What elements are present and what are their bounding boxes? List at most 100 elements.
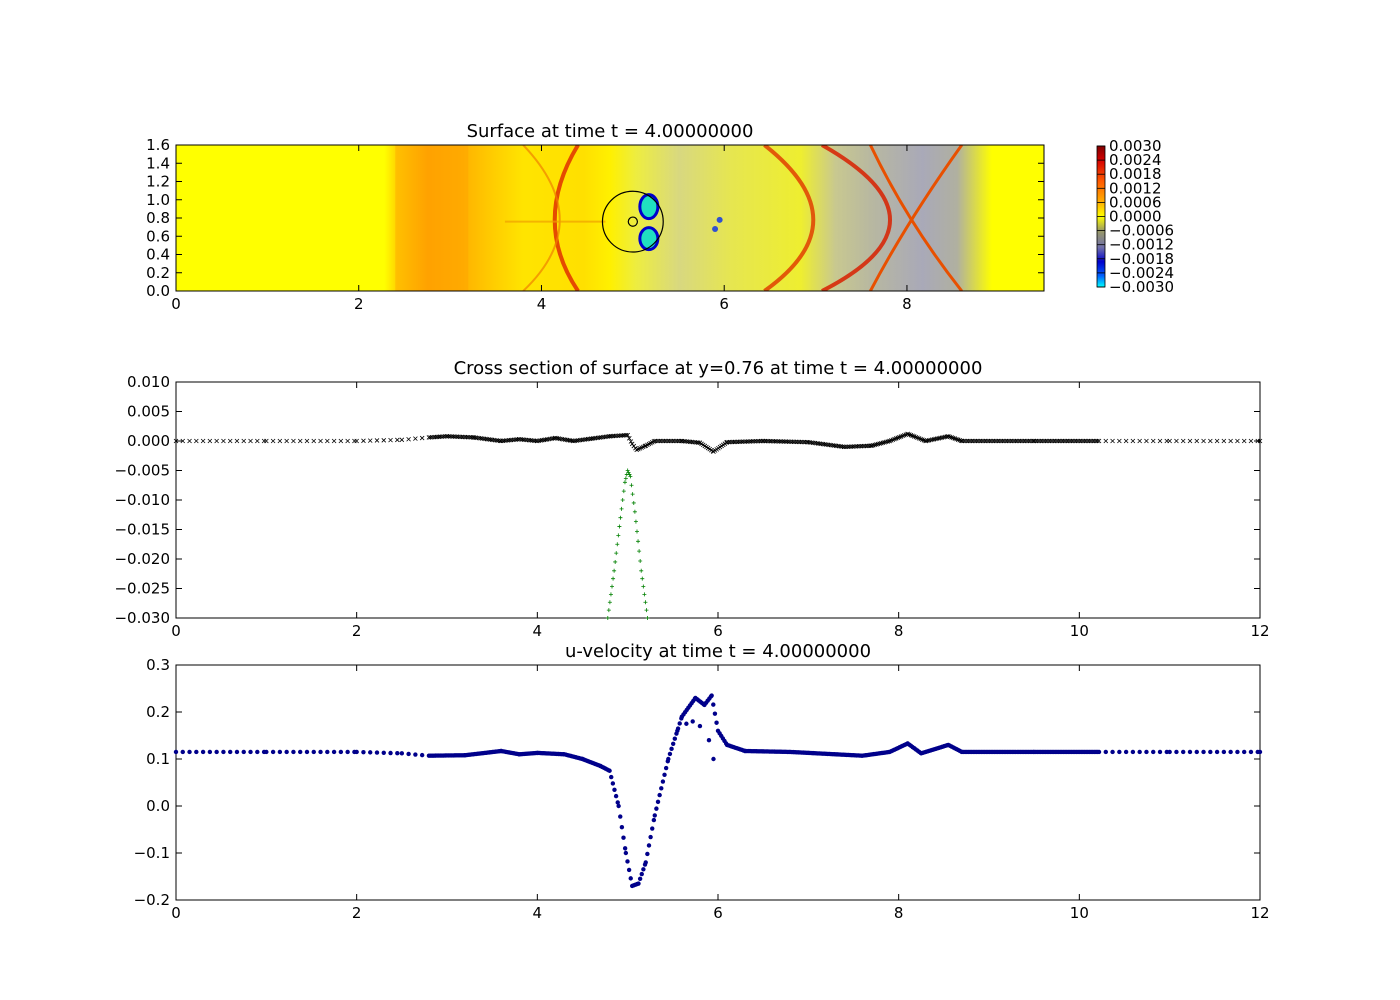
surface-x-point <box>969 438 974 444</box>
u-velocity-point <box>1228 749 1233 755</box>
surface-x-point <box>227 438 233 444</box>
u-velocity-point <box>354 749 359 755</box>
heatmap-y-tick-label: 0.4 <box>146 246 170 264</box>
surface-x-point <box>1062 438 1068 444</box>
u-velocity-point <box>1123 749 1129 755</box>
bottom-plus-point <box>615 542 620 547</box>
surface-x-point <box>997 438 1002 444</box>
surface-x-point <box>1221 438 1227 444</box>
heatmap-y-tick-label: 0.2 <box>146 264 170 282</box>
cross-section-x-tick-label: 12 <box>1250 622 1269 640</box>
surface-x-point <box>625 432 630 438</box>
surface-x-point <box>977 438 983 444</box>
cross-section-x-tick-label: 2 <box>352 622 362 640</box>
bottom-plus-point <box>636 539 641 544</box>
colorbar-tick-label: −0.0012 <box>1109 236 1174 254</box>
surface-x-point <box>1003 438 1009 444</box>
u-velocity-point <box>1221 749 1227 755</box>
bottom-plus-point <box>613 559 618 564</box>
surface-x-point <box>1018 438 1023 444</box>
surface-x-point <box>1054 438 1060 444</box>
surface-x-point <box>695 440 701 445</box>
bottom-plus-point <box>626 470 631 475</box>
surface-x-point <box>1214 438 1220 444</box>
heatmap-y-tick-label: 0.6 <box>146 227 170 245</box>
u-velocity-point <box>277 749 283 755</box>
wave-front-2 <box>820 145 893 291</box>
u-velocity-point <box>338 749 344 755</box>
colorbar-tick-label: −0.0030 <box>1109 278 1174 296</box>
surface-x-point <box>1059 438 1065 444</box>
u-velocity-point <box>1194 749 1199 755</box>
u-velocity-point <box>636 881 641 886</box>
colorbar-tick-label: −0.0018 <box>1109 250 1174 268</box>
surface-x-point <box>673 438 679 444</box>
surface-x-point <box>1026 438 1031 444</box>
surface-x-point <box>654 438 659 444</box>
surface-x-point <box>959 438 965 444</box>
colorbar-tick-label: −0.0024 <box>1109 264 1174 282</box>
bottom-plus-point <box>635 529 640 534</box>
cross-section-y-tick-label: −0.025 <box>114 580 170 598</box>
u-velocity-point <box>270 749 276 755</box>
surface-x-point <box>662 438 667 444</box>
cross-section-title: Cross section of surface at y=0.76 at ti… <box>454 358 983 379</box>
u-velocity-x-tick-label: 4 <box>533 904 543 922</box>
surface-x-point <box>381 438 387 443</box>
u-velocity-point <box>311 749 316 755</box>
heatmap-x-tick-label: 6 <box>719 295 729 313</box>
cross-section-y-tick-label: −0.010 <box>114 491 170 509</box>
u-velocity-point <box>298 749 303 755</box>
u-velocity-point <box>419 752 425 758</box>
colorbar-tick-label: 0.0018 <box>1109 165 1162 183</box>
surface-x-point <box>758 438 764 444</box>
u-velocity-point <box>1096 749 1102 755</box>
surface-x-point <box>187 438 192 444</box>
u-velocity-frame <box>175 664 1261 901</box>
heatmap-y-tick-label: 0.8 <box>146 209 170 227</box>
surface-x-point <box>1072 438 1078 444</box>
surface-x-point <box>985 438 991 444</box>
surface-x-point <box>248 438 253 444</box>
u-velocity-point <box>1208 749 1213 755</box>
surface-x-point <box>1024 438 1030 444</box>
surface-x-point <box>1069 438 1074 444</box>
u-velocity-point <box>264 749 269 755</box>
surface-x-point <box>1010 438 1015 444</box>
surface-x-point <box>1011 438 1017 444</box>
surface-x-point <box>1174 438 1179 444</box>
u-velocity-point <box>241 749 246 755</box>
surface-x-point <box>877 441 882 446</box>
heatmap-image <box>176 145 1044 291</box>
cross-section-x-tick-label: 10 <box>1070 622 1089 640</box>
surface-x-point <box>214 438 219 444</box>
surface-heatmap-panel: Surface at time t = 4.00000000 0 2 4 6 8 0.0… <box>146 121 1174 313</box>
bottom-plus-point <box>616 533 621 538</box>
surface-x-point <box>1157 438 1163 444</box>
cross-section-y-tick-label: 0.000 <box>127 432 170 450</box>
u-velocity-point <box>684 721 689 726</box>
u-velocity-point <box>660 779 666 784</box>
surface-x-point <box>325 438 330 444</box>
u-velocity-point <box>1174 749 1179 755</box>
u-velocity-point <box>651 817 657 823</box>
u-velocity-x-tick-label: 12 <box>1250 904 1269 922</box>
heatmap-x-tick-label: 2 <box>354 295 364 313</box>
surface-x-point <box>1035 438 1040 444</box>
cross-section-y-tick-label: −0.020 <box>114 550 170 568</box>
warm-band <box>395 145 469 291</box>
heatmap-x-tick-label: 8 <box>902 295 912 313</box>
colorbar-tick-label: −0.0006 <box>1109 222 1174 240</box>
surface-x-point <box>1027 438 1033 444</box>
surface-x-point <box>207 438 213 444</box>
surface-x-point <box>194 438 199 444</box>
surface-x-point <box>990 438 996 444</box>
heatmap-y-tick-label: 1.6 <box>146 136 170 154</box>
surface-x-point <box>1075 438 1081 444</box>
heatmap-title: Surface at time t = 4.00000000 <box>467 121 754 142</box>
surface-x-point <box>870 443 876 448</box>
surface-x-point <box>270 438 276 444</box>
u-velocity-point <box>413 752 418 757</box>
u-velocity-point <box>677 721 682 726</box>
u-velocity-y-tick-label: 0.2 <box>146 703 170 721</box>
